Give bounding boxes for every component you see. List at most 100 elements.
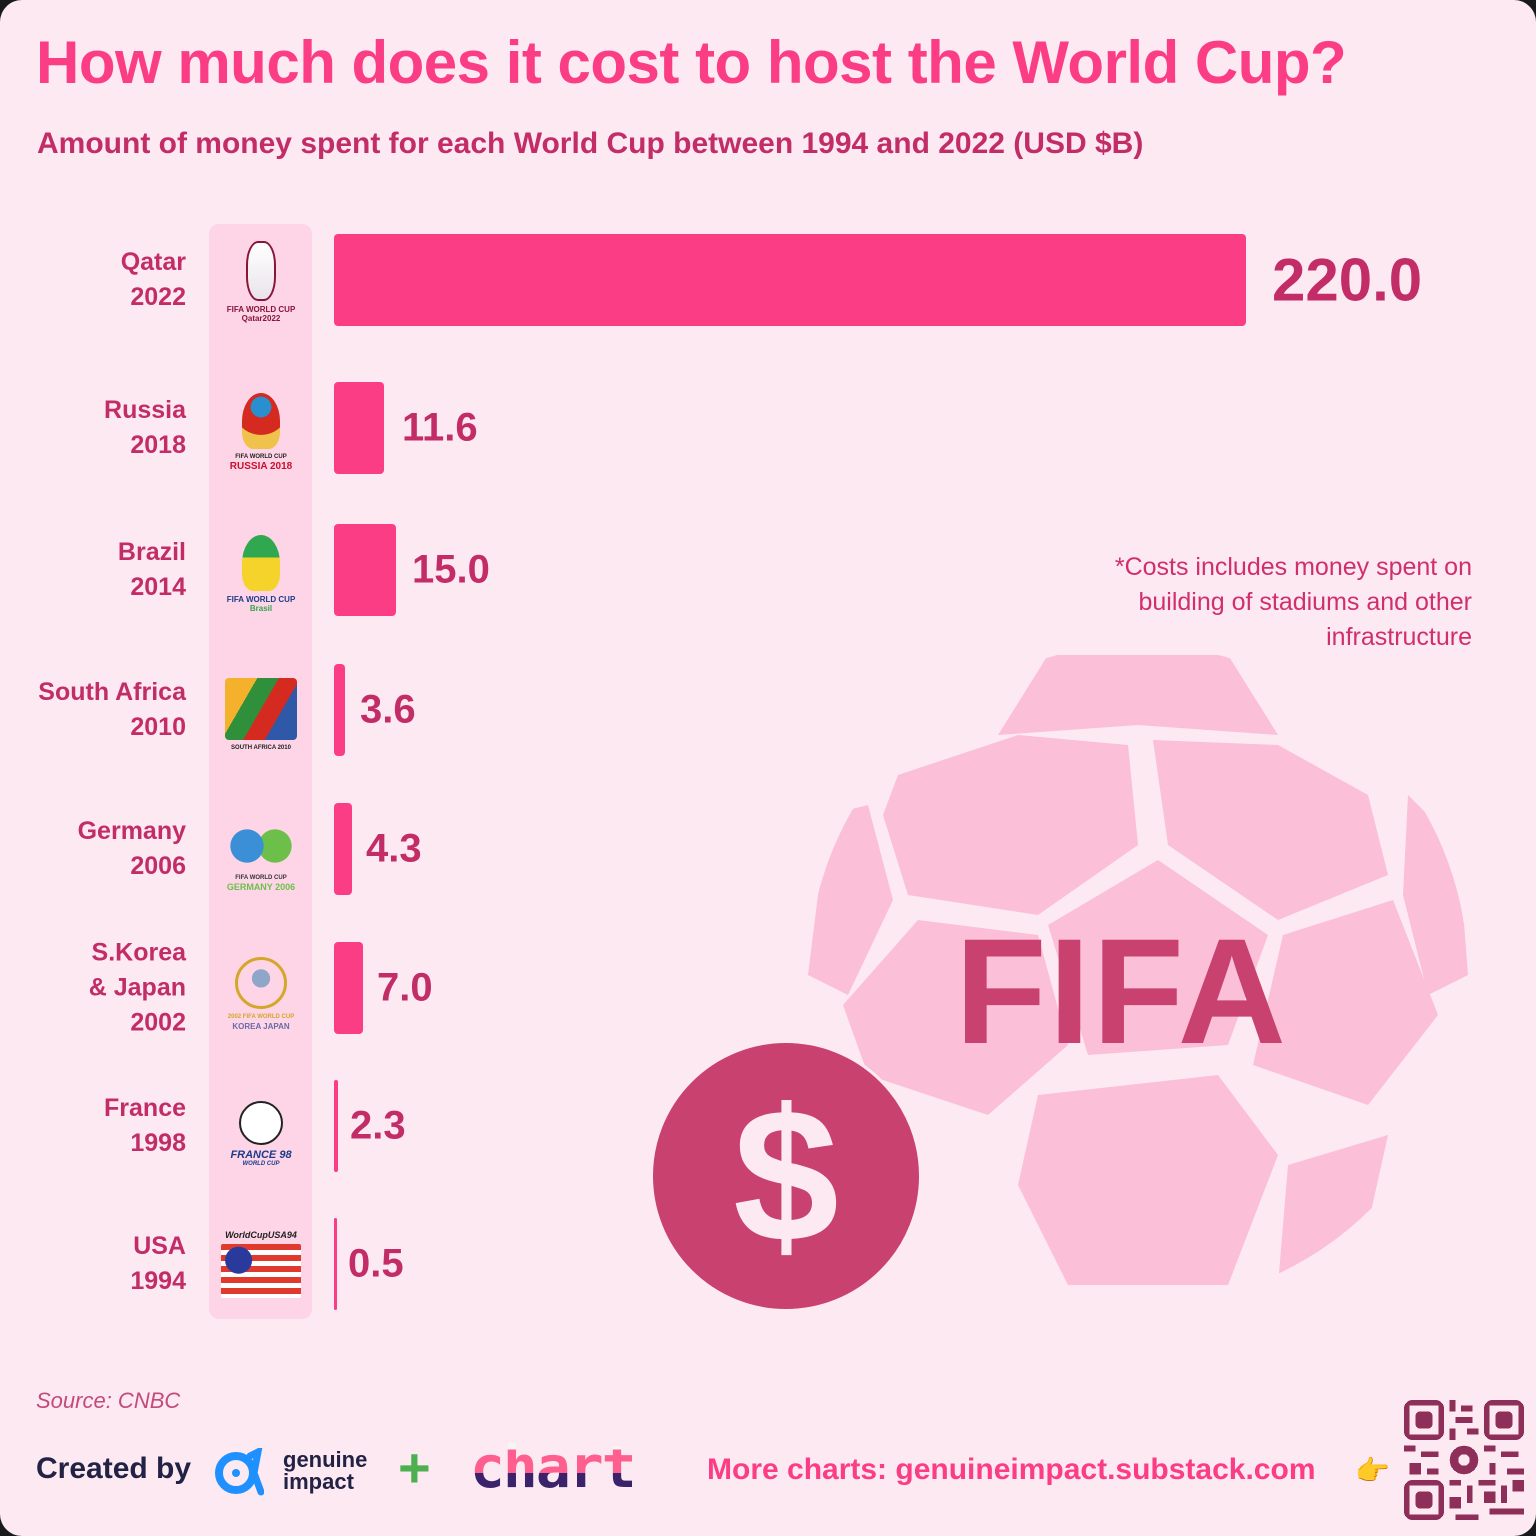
country-label: Brazil [117, 538, 186, 566]
qatar-2022-logo-icon: FIFA WORLD CUP Qatar2022 [218, 237, 304, 323]
brand-text: impact [283, 1469, 354, 1494]
year-label: 2002 [130, 1008, 186, 1037]
bar-value: 4.3 [366, 826, 422, 871]
country-label: USA [133, 1232, 186, 1260]
football-icon [808, 655, 1468, 1285]
footnote-line: infrastructure [1326, 623, 1472, 651]
bar-value: 3.6 [360, 687, 416, 732]
year-label: 2010 [130, 713, 186, 741]
source-label: Source: CNBC [36, 1388, 181, 1413]
logo-caption: FIFA WORLD CUP [235, 875, 287, 881]
germany-2006-logo-icon: FIFA WORLD CUP GERMANY 2006 [218, 806, 304, 892]
plus-icon: + [398, 1436, 431, 1499]
bar [334, 803, 352, 895]
year-label: 2006 [130, 852, 186, 880]
logo-caption: FIFA WORLD CUP [226, 305, 296, 314]
logo-caption: WorldCupUSA94 [225, 1230, 297, 1240]
bar [334, 382, 384, 474]
bar-value: 15.0 [412, 547, 490, 592]
row-label: Russia 2018 [104, 393, 186, 463]
bar-row-qatar-2022: Qatar 2022 FIFA WORLD CUP Qatar2022 220.… [0, 232, 1536, 328]
year-label: 2014 [130, 573, 186, 601]
chart-title: How much does it cost to host the World … [36, 29, 1347, 96]
logo-caption: FRANCE 98 [230, 1149, 292, 1161]
bar-row-south-africa-2010: South Africa 2010 SOUTH AFRICA 2010 3.6 [0, 662, 1536, 758]
chart-brand-logo[interactable]: chart [470, 1433, 637, 1501]
country-label: & Japan [88, 973, 186, 1002]
bar-row-germany-2006: Germany 2006 FIFA WORLD CUP GERMANY 2006… [0, 801, 1536, 897]
bar-value: 0.5 [348, 1241, 404, 1286]
country-label: Germany [77, 817, 186, 845]
country-label: South Africa [38, 678, 186, 706]
brand-text: genuine [283, 1447, 368, 1472]
pointing-hand-icon: 👉 [1355, 1455, 1390, 1486]
genuine-impact-brand[interactable]: genuine impact [283, 1449, 367, 1493]
bar-row-russia-2018: Russia 2018 FIFA WORLD CUP RUSSIA 2018 1… [0, 380, 1536, 476]
row-label: Brazil 2014 [118, 535, 186, 605]
country-label: Russia [104, 396, 186, 424]
genuine-impact-logo-icon [215, 1448, 264, 1496]
bar-value: 220.0 [1272, 246, 1423, 314]
france-1998-logo-icon: FRANCE 98 WORLD CUP [218, 1083, 304, 1169]
logo-caption: Qatar2022 [241, 314, 281, 323]
korea-japan-2002-logo-icon: 2002 FIFA WORLD CUP KOREA JAPAN [218, 945, 304, 1031]
bar [334, 664, 345, 756]
country-label: Qatar [120, 248, 186, 276]
year-label: 1994 [130, 1267, 186, 1295]
player-kick-icon [225, 678, 297, 740]
year-label: 1998 [130, 1129, 186, 1157]
more-charts-link[interactable]: More charts: genuineimpact.substack.com [707, 1453, 1316, 1486]
bar-row-usa-1994: USA 1994 WorldCupUSA94 0.5 [0, 1216, 1536, 1312]
row-label: S.Korea & Japan 2002 [89, 936, 186, 1041]
bar [334, 524, 396, 616]
logo-caption: FIFA WORLD CUP [235, 454, 287, 460]
logo-caption: Brasil [249, 604, 273, 613]
cost-footnote: *Costs includes money spent on building … [1115, 550, 1472, 655]
bar [334, 942, 363, 1034]
bar-value: 11.6 [402, 405, 478, 450]
fifa-wordmark: FIFA [955, 907, 1288, 1075]
logo-caption: RUSSIA 2018 [229, 461, 293, 472]
logo-caption: GERMANY 2006 [226, 882, 296, 892]
footnote-line: building of stadiums and other [1138, 588, 1472, 616]
year-label: 2022 [130, 283, 186, 311]
country-label: France [104, 1094, 186, 1122]
smiley-faces-icon [226, 822, 296, 870]
trophy-hands-icon [242, 535, 280, 591]
country-label: S.Korea [91, 938, 186, 967]
logo-caption: SOUTH AFRICA 2010 [231, 745, 291, 751]
bar [334, 1080, 338, 1172]
bar [334, 234, 1246, 326]
trophy-ring-icon [235, 957, 287, 1009]
russia-2018-logo-icon: FIFA WORLD CUP RUSSIA 2018 [218, 385, 304, 472]
trophy-loop-icon [246, 241, 276, 301]
brazil-2014-logo-icon: FIFA WORLD CUP Brasil [218, 527, 304, 613]
row-label: Qatar 2022 [121, 245, 186, 315]
logo-caption: KOREA JAPAN [232, 1022, 290, 1031]
created-by-label: Created by [36, 1452, 192, 1485]
bar-row-brazil-2014: Brazil 2014 FIFA WORLD CUP Brasil 15.0 [0, 522, 1536, 618]
usa-1994-logo-icon: WorldCupUSA94 [218, 1221, 304, 1307]
dollar-coin-icon: $ [650, 1040, 922, 1312]
bar-value: 2.3 [350, 1103, 406, 1148]
south-africa-2010-logo-icon: SOUTH AFRICA 2010 [218, 667, 304, 753]
year-label: 2018 [130, 431, 186, 459]
qr-code-icon[interactable] [1404, 1400, 1524, 1520]
bar [334, 1218, 337, 1310]
logo-caption: WORLD CUP [242, 1161, 280, 1167]
football-icon [239, 1101, 283, 1145]
bar-row-france-1998: France 1998 FRANCE 98 WORLD CUP 2.3 [0, 1078, 1536, 1174]
flag-ball-icon [221, 1244, 301, 1298]
bar-row-korea-japan-2002: S.Korea & Japan 2002 2002 FIFA WORLD CUP… [0, 939, 1536, 1037]
logo-caption: 2002 FIFA WORLD CUP [227, 1014, 295, 1020]
trophy-icon [242, 393, 280, 449]
row-label: France 1998 [104, 1091, 186, 1161]
row-label: South Africa 2010 [38, 675, 186, 745]
row-label: Germany 2006 [78, 814, 186, 884]
chart-subtitle: Amount of money spent for each World Cup… [37, 127, 1144, 160]
bar-value: 7.0 [377, 965, 433, 1010]
logo-caption: FIFA WORLD CUP [226, 595, 296, 604]
footnote-line: *Costs includes money spent on [1114, 553, 1472, 581]
row-label: USA 1994 [130, 1229, 186, 1299]
